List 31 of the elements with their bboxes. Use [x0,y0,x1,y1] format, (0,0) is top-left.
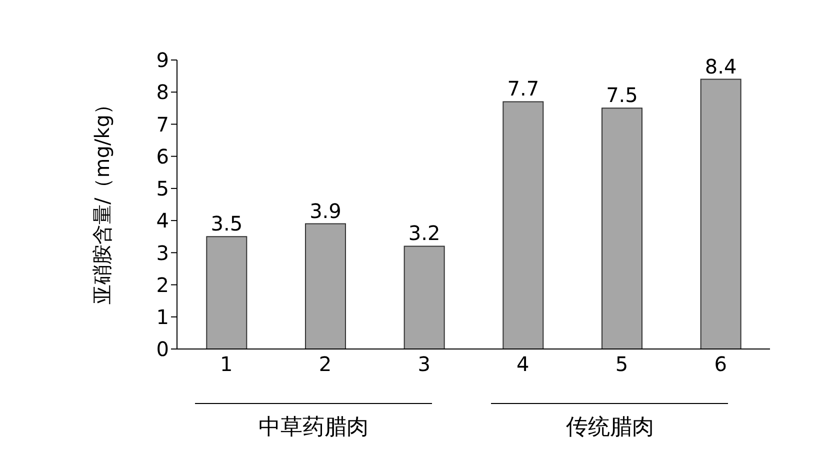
y-tick-label: 9 [156,48,169,72]
x-tick-label: 3 [418,352,430,376]
y-tick-label: 2 [156,272,169,297]
x-tick-label: 4 [516,352,530,376]
y-tick-label: 0 [156,337,169,362]
y-tick-label: 1 [156,304,169,329]
bar [502,101,544,349]
y-tick-label: 7 [156,112,169,136]
bar [304,223,346,349]
x-tick-label: 5 [615,352,628,376]
y-tick-label: 4 [156,208,169,233]
x-tick-label: 6 [714,352,727,376]
x-tick-label: 2 [318,352,332,376]
y-axis-title: 亚硝胺含量/（mg/kg） [90,94,114,304]
y-tick-label: 5 [156,176,169,201]
data-label: 3.9 [310,198,342,223]
bar [206,236,248,349]
data-label: 7.5 [606,83,638,108]
text: 传统腊肉 [491,403,728,442]
data-label: 3.2 [408,221,440,246]
bar [700,78,742,349]
x-tick-label: 1 [220,352,233,376]
data-label: 7.7 [507,76,540,101]
text: 中草药腊肉 [194,403,432,442]
y-tick-label: 3 [156,240,169,265]
bar [601,108,642,349]
y-tick-label: 8 [156,80,169,104]
bar [404,246,445,349]
data-label: 8.4 [704,54,737,78]
y-tick-label: 6 [156,144,169,168]
data-label: 3.5 [210,212,243,236]
